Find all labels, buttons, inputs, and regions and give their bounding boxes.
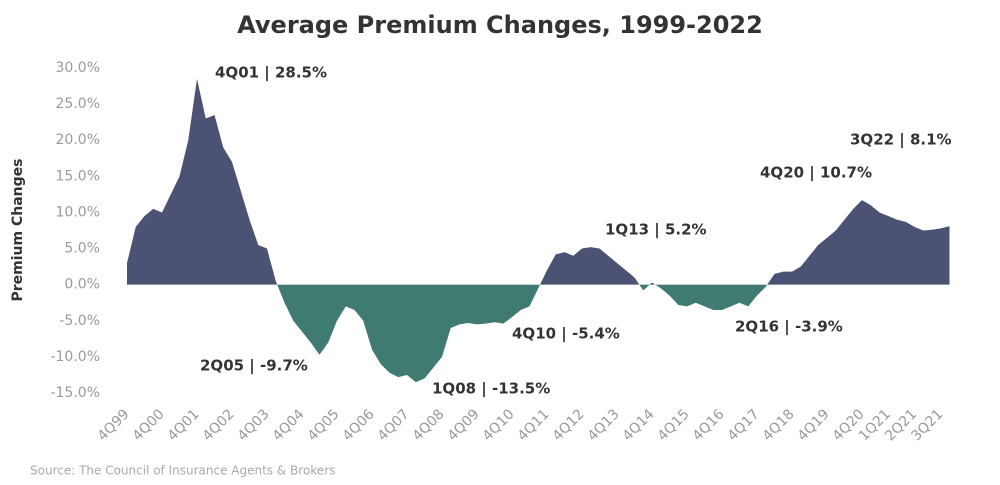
y-tick-label: 5.0%	[64, 241, 100, 257]
x-tick-label: 4Q19	[795, 406, 833, 444]
x-tick-label: 4Q14	[620, 406, 658, 444]
y-tick-label: -15.0%	[50, 385, 100, 401]
y-tick-label: 25.0%	[56, 96, 100, 112]
annotation: 2Q16 | -3.9%	[735, 318, 843, 337]
source: Source: The Council of Insurance Agents …	[30, 464, 335, 478]
y-tick-label: 10.0%	[56, 204, 100, 220]
x-tick-label: 4Q11	[515, 406, 553, 444]
y-tick-label: 30.0%	[56, 60, 100, 76]
y-axis-label: Premium Changes	[10, 159, 26, 302]
negative-area	[127, 284, 950, 383]
annotation: 4Q01 | 28.5%	[215, 64, 327, 83]
x-tick-label: 4Q15	[655, 406, 693, 444]
annotation: 4Q10 | -5.4%	[512, 325, 620, 344]
x-tick-label: 4Q12	[550, 406, 588, 444]
x-tick-label: 4Q06	[340, 406, 378, 444]
annotation: 1Q13 | 5.2%	[605, 221, 707, 240]
x-tick-label: 4Q10	[480, 406, 518, 444]
x-tick-label: 4Q16	[690, 406, 728, 444]
x-tick-label: 4Q09	[445, 406, 483, 444]
x-tick-label: 4Q07	[375, 406, 413, 444]
annotation: 2Q05 | -9.7%	[200, 357, 308, 376]
x-tick-label: 4Q13	[585, 406, 623, 444]
annotation: 4Q20 | 10.7%	[760, 164, 872, 183]
y-tick-label: 15.0%	[56, 168, 100, 184]
x-tick-label: 4Q18	[760, 406, 798, 444]
x-tick-label: 4Q04	[270, 406, 308, 444]
y-tick-label: 20.0%	[56, 132, 100, 148]
y-tick-label: 0.0%	[64, 277, 100, 293]
chart-title: Average Premium Changes, 1999-2022	[237, 11, 763, 39]
x-tick-label: 4Q02	[200, 406, 238, 444]
x-tick-label: 4Q05	[305, 406, 343, 444]
annotation: 1Q08 | -13.5%	[432, 380, 550, 399]
x-tick-label: 4Q17	[725, 406, 763, 444]
x-tick-label: 4Q03	[235, 406, 273, 444]
y-tick-label: -10.0%	[50, 349, 100, 365]
y-tick-label: -5.0%	[59, 313, 100, 329]
x-tick-label: 4Q08	[410, 406, 448, 444]
x-tick-label: 4Q01	[165, 406, 203, 444]
x-tick-label: 4Q99	[95, 406, 133, 444]
x-tick-label: 4Q00	[130, 406, 168, 444]
positive-area	[127, 78, 950, 285]
annotation: 3Q22 | 8.1%	[850, 131, 952, 150]
